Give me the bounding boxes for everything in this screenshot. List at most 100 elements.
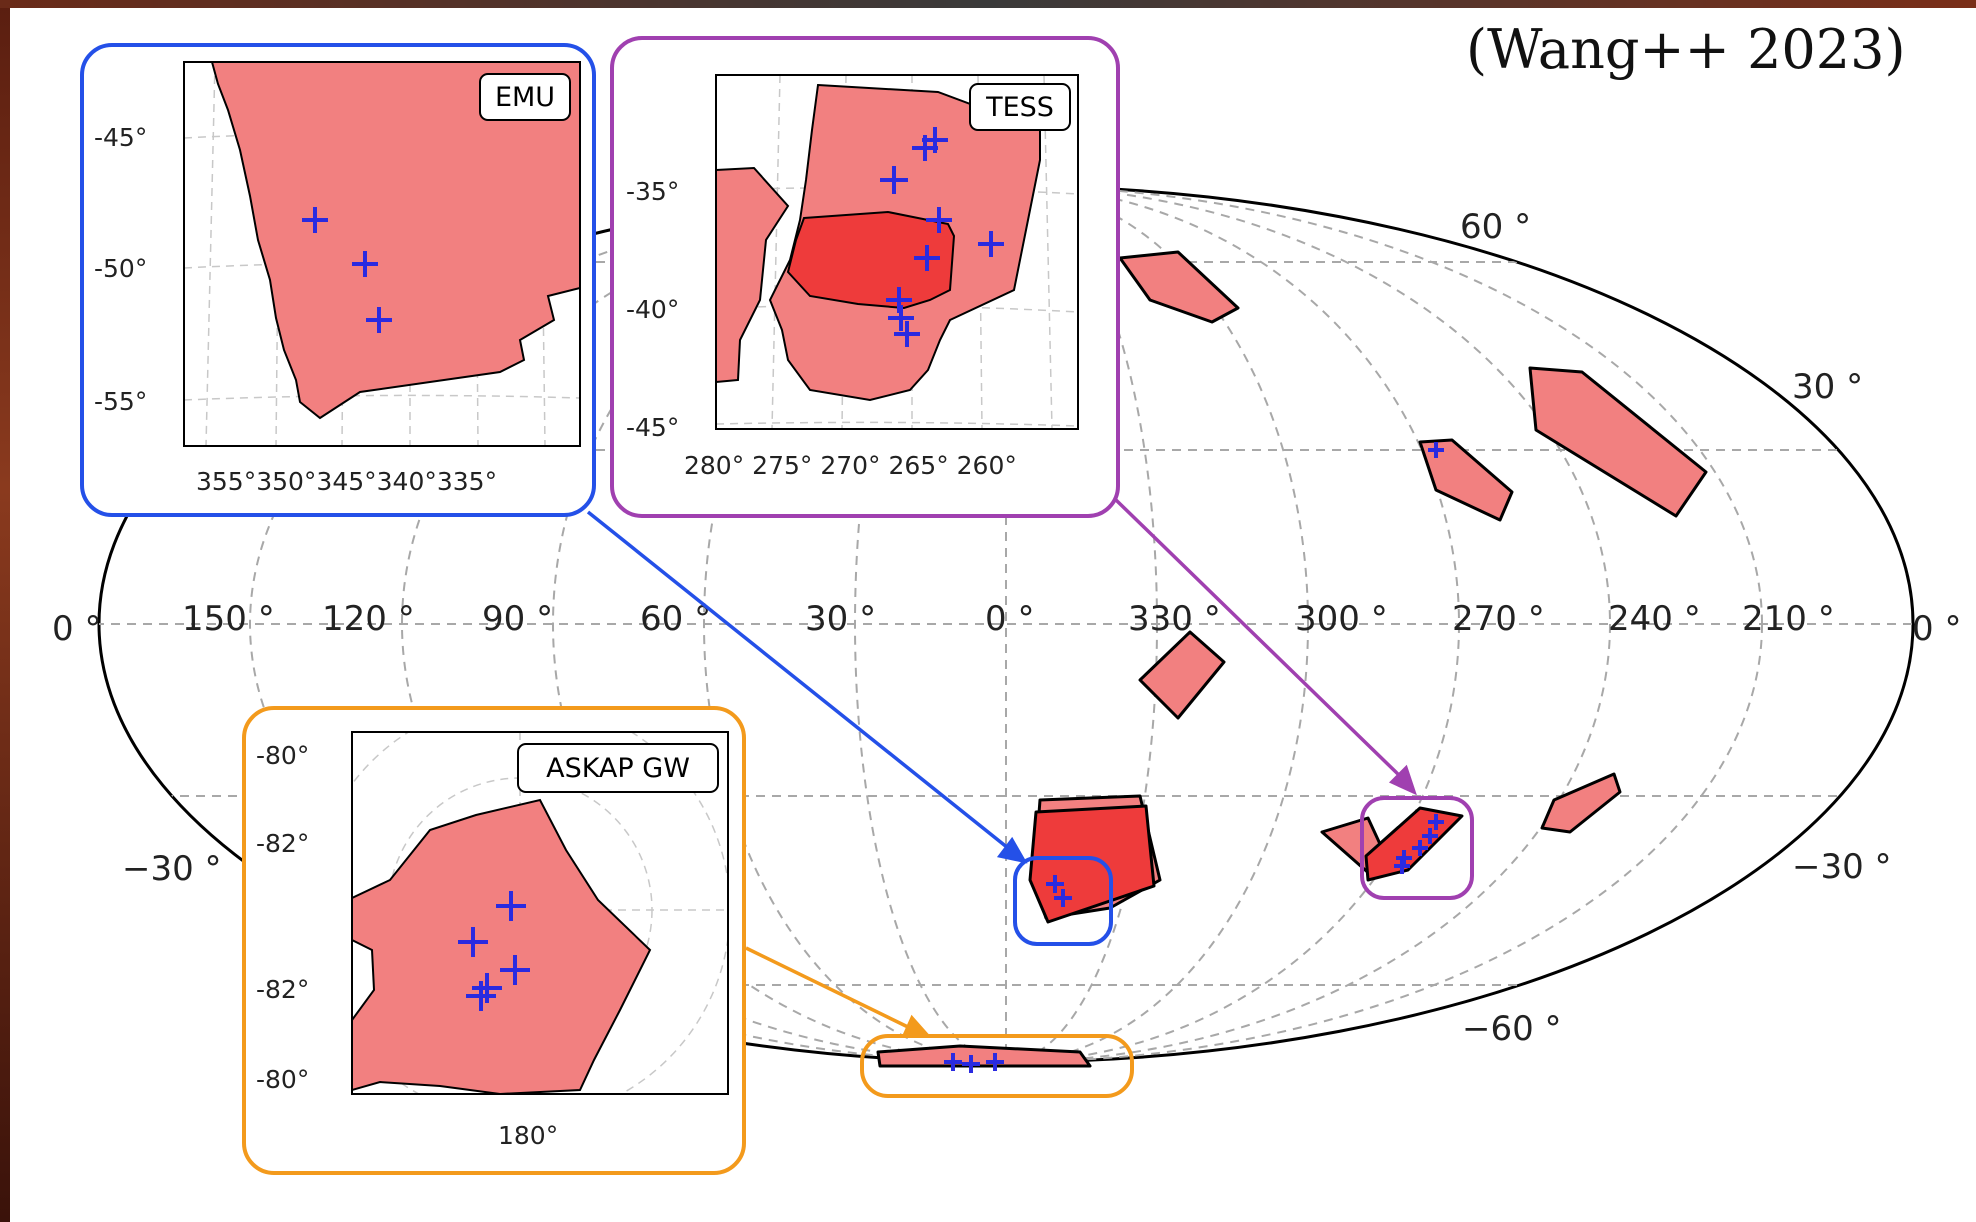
askap-arrowhead (901, 1014, 932, 1038)
askap-y-ticks: -80° -82° -82° -80° (256, 741, 309, 1094)
askap-axes (351, 731, 729, 1095)
emu-connector (586, 510, 1010, 850)
emu-label-box (479, 73, 571, 121)
ra-label-210: 210 ° (1742, 599, 1835, 639)
marker (366, 307, 392, 333)
marker (352, 251, 378, 277)
askap-markers (458, 891, 530, 1011)
tess-y-tick: -40° (626, 295, 679, 324)
emu-y-tick: -45° (94, 123, 147, 152)
background-edge-left (0, 0, 10, 1222)
marker (926, 207, 952, 233)
askap-field (352, 798, 652, 1094)
field-north-1 (1118, 250, 1240, 324)
marker (1054, 889, 1072, 907)
tess-label-box (969, 83, 1071, 131)
ra-label-0: 0 ° (985, 599, 1034, 639)
marker (466, 981, 496, 1011)
dec-label-60: 60 ° (1460, 207, 1531, 247)
emu-y-ticks: -45° -50° -55° (94, 123, 147, 416)
emu-arrowhead (996, 836, 1028, 864)
emu-y-tick: -55° (94, 387, 147, 416)
dec-label-minus60: −60 ° (1462, 1009, 1562, 1049)
ra-edge-left-label: 0 ° (52, 609, 101, 649)
marker (880, 166, 908, 194)
field-north-3 (1418, 438, 1514, 522)
tess-label: TESS (985, 92, 1054, 123)
marker (500, 955, 530, 985)
marker (986, 1053, 1004, 1071)
tess-markers (880, 127, 1004, 347)
tess-y-tick: -45° (626, 413, 679, 442)
askap-region-highlight (860, 1034, 1134, 1098)
marker (1412, 840, 1428, 856)
tess-y-ticks: -35° -40° -45° (626, 177, 679, 442)
tess-inset: TESS -35° -40° -45° 280° 275° 270° 265° … (610, 36, 1120, 518)
tess-field-left (716, 166, 790, 384)
askap-y-tick: -80° (256, 741, 309, 770)
ra-label-270: 270 ° (1452, 599, 1545, 639)
tess-axes (715, 74, 1079, 430)
ra-label-330: 330 ° (1128, 599, 1221, 639)
tess-y-tick: -35° (626, 177, 679, 206)
marker (1046, 875, 1064, 893)
emu-y-tick: -50° (94, 254, 147, 283)
marker (978, 231, 1004, 257)
field-equator (1138, 630, 1226, 720)
askap-y-tick: -82° (256, 829, 309, 858)
ra-label-240: 240 ° (1608, 599, 1701, 639)
connector-arrows (586, 498, 1417, 1038)
marker (1428, 814, 1444, 830)
dec-labels: 60 ° 30 ° −30 ° −30 ° −60 ° (122, 207, 1892, 1049)
ra-label-150: 150 ° (182, 599, 275, 639)
ra-label-90: 90 ° (482, 599, 553, 639)
marker (962, 1055, 980, 1073)
marker (888, 305, 914, 331)
emu-x-ticks: 355°350°345°340°335° (196, 467, 497, 496)
emu-axes (183, 61, 581, 447)
askap-inset: ASKAP GW -80° -82° -82° -80° 180° (242, 706, 746, 1175)
ra-label-60: 60 ° (640, 599, 711, 639)
marker (1428, 442, 1444, 458)
citation-credit: (Wang++ 2023) (1466, 18, 1906, 81)
emu-markers (302, 207, 392, 333)
marker (302, 207, 328, 233)
tess-x-ticks: 280° 275° 270° 265° 260° (684, 451, 1017, 480)
emu-region-highlight (1013, 856, 1113, 946)
tess-region-highlight (1360, 796, 1474, 900)
marker (922, 127, 948, 153)
ra-label-300: 300 ° (1295, 599, 1388, 639)
marker (1422, 828, 1438, 844)
tess-arrowhead (1388, 764, 1417, 796)
askap-x-tick: 180° (498, 1121, 558, 1150)
field-south (1540, 772, 1622, 834)
marker (496, 891, 526, 921)
askap-connector (745, 946, 911, 1030)
marker (458, 927, 488, 957)
marker (944, 1053, 962, 1071)
ra-label-120: 120 ° (322, 599, 415, 639)
askap-label-box (517, 743, 719, 793)
ra-label-30: 30 ° (805, 599, 876, 639)
emu-field (210, 62, 580, 420)
marker (1394, 858, 1410, 874)
dec-label-minus30-right: −30 ° (1792, 847, 1892, 887)
marker (914, 245, 940, 271)
askap-label: ASKAP GW (546, 753, 690, 784)
ra-labels: 0 ° 150 ° 120 ° 90 ° 60 ° 30 ° 0 ° 330 °… (52, 599, 1961, 649)
background-edge-top (0, 0, 1976, 8)
dec-label-minus30-left: −30 ° (122, 849, 222, 889)
tess-connector (1114, 498, 1404, 780)
ra-edge-right-label: 0 ° (1912, 609, 1961, 649)
dec-label-30: 30 ° (1792, 367, 1863, 407)
askap-y-tick: -82° (256, 975, 309, 1004)
askap-y-tick: -80° (256, 1065, 309, 1094)
field-askap (876, 1044, 1092, 1068)
emu-inset: EMU -45° -50° -55° 355°350°345°340°335° (80, 43, 596, 517)
survey-fields (876, 250, 1708, 1068)
emu-label: EMU (495, 82, 555, 113)
transient-markers-main (944, 442, 1444, 1073)
marker (894, 321, 920, 347)
